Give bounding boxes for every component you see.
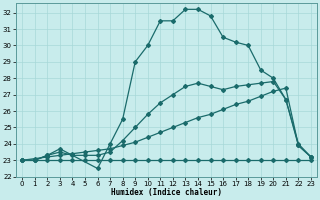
- X-axis label: Humidex (Indice chaleur): Humidex (Indice chaleur): [111, 188, 222, 197]
